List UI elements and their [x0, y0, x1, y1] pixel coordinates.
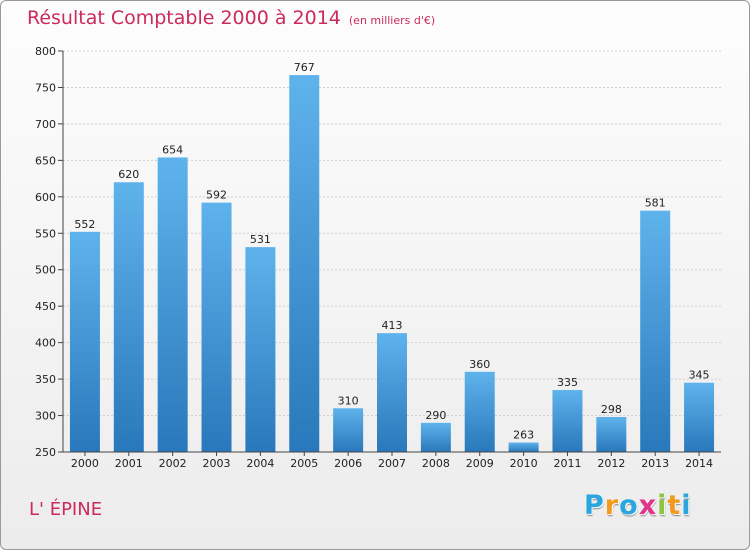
bar-2003 [201, 202, 232, 452]
logo-letter: r [604, 490, 620, 521]
y-tick-label: 450 [35, 300, 56, 313]
bar-2009 [464, 371, 495, 452]
bar-2000 [69, 231, 100, 452]
logo-letter: i [657, 490, 668, 521]
chart-title: Résultat Comptable 2000 à 2014 (en millie… [27, 7, 435, 29]
x-tick-label-2000: 2000 [71, 457, 99, 470]
data-label-2002: 654 [162, 143, 183, 156]
y-tick-label: 750 [35, 81, 56, 94]
bar-2006 [333, 408, 364, 452]
y-tick-label: 400 [35, 337, 56, 350]
proxiti-logo: Proxiti [584, 490, 692, 521]
chart-subtitle: (en milliers d'€) [348, 14, 436, 27]
data-label-2008: 290 [425, 409, 446, 422]
x-tick-label-2006: 2006 [334, 457, 362, 470]
logo-letter: o [619, 490, 639, 521]
data-label-2005: 767 [294, 61, 315, 74]
y-tick-label: 250 [35, 446, 56, 459]
x-tick-label-2009: 2009 [466, 457, 494, 470]
data-label-2003: 592 [206, 189, 227, 202]
bar-2001 [113, 182, 144, 452]
x-tick-label-2008: 2008 [422, 457, 450, 470]
y-tick-label: 650 [35, 154, 56, 167]
bar-2007 [377, 333, 407, 452]
logo-letter: P [584, 490, 605, 521]
logo-letter: i [681, 490, 692, 521]
data-label-2013: 581 [645, 197, 666, 210]
bars: 552 620 654 592 531 767 310 413 290 360 263 335 298 5… [69, 61, 715, 452]
x-tick-label-2013: 2013 [641, 457, 669, 470]
x-tick-label-2001: 2001 [115, 457, 143, 470]
data-label-2006: 310 [338, 394, 359, 407]
data-label-2000: 552 [74, 218, 95, 231]
logo-letter: t [667, 490, 682, 521]
bar-2011 [552, 390, 583, 452]
bar-2010 [508, 442, 539, 452]
y-tick-label: 300 [35, 410, 56, 423]
x-tick-label-2003: 2003 [203, 457, 231, 470]
x-tick-label-2014: 2014 [685, 457, 713, 470]
bar-2012 [596, 417, 627, 452]
x-tick-label-2005: 2005 [290, 457, 318, 470]
chart-title-text: Résultat Comptable 2000 à 2014 [27, 7, 341, 29]
data-label-2010: 263 [513, 429, 534, 442]
data-label-2014: 345 [689, 369, 710, 382]
x-tick-label-2002: 2002 [159, 457, 187, 470]
bar-2005 [289, 75, 320, 452]
y-tick-label: 600 [35, 191, 56, 204]
y-tick-label: 500 [35, 264, 56, 277]
data-label-2011: 335 [557, 376, 578, 389]
x-tick-label-2012: 2012 [597, 457, 625, 470]
y-tick-label: 350 [35, 373, 56, 386]
y-tick-label: 550 [35, 227, 56, 240]
y-tick-label: 800 [35, 45, 56, 58]
logo-letter: x [638, 490, 658, 521]
data-label-2009: 360 [469, 358, 490, 371]
commune-name: L' ÉPINE [29, 499, 103, 520]
x-tick-label-2010: 2010 [510, 457, 538, 470]
x-axis: 2000 2001 2002 2003 2004 2005 2006 2007 2008 2009… [63, 451, 721, 470]
y-tick-label: 700 [35, 118, 56, 131]
data-label-2001: 620 [118, 168, 139, 181]
bar-2002 [157, 157, 188, 452]
x-tick-label-2011: 2011 [553, 457, 581, 470]
y-axis: 250 300 350 400 450 500 550 600 650 700 750 800 [35, 45, 64, 459]
bar-2013 [640, 210, 671, 452]
data-label-2012: 298 [601, 403, 622, 416]
x-tick-label-2004: 2004 [246, 457, 274, 470]
data-label-2004: 531 [250, 233, 271, 246]
x-tick-label-2007: 2007 [378, 457, 406, 470]
bar-2008 [420, 422, 451, 452]
data-label-2007: 413 [382, 319, 403, 332]
bar-2014 [684, 382, 715, 452]
bar-2004 [245, 247, 276, 452]
